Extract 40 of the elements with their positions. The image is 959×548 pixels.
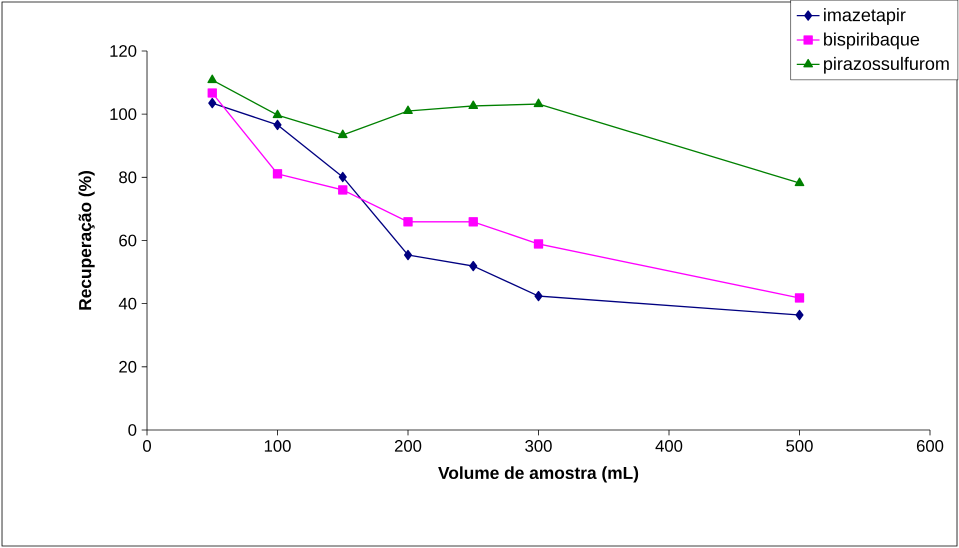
y-tick-label: 100: [110, 108, 136, 120]
point: [468, 217, 478, 227]
x-tick-label: 200: [394, 440, 422, 452]
point: [794, 293, 804, 303]
y-tick-label: 80: [119, 171, 136, 184]
point: [207, 74, 218, 84]
x-tick-label: 300: [525, 440, 552, 452]
x-tick-label: 0: [143, 440, 151, 452]
point: [404, 250, 412, 260]
point: [468, 100, 478, 110]
point: [795, 310, 804, 320]
x-tick-label: 100: [264, 440, 291, 452]
y-tick-label: 0: [128, 424, 136, 436]
y-tick-label: 40: [118, 298, 136, 310]
point: [338, 130, 348, 138]
x-axis-title: Volume de amostra (mL): [438, 466, 638, 482]
legend-label: bispiribaque: [824, 32, 920, 50]
point: [534, 98, 544, 108]
point: [273, 120, 282, 130]
point: [469, 260, 478, 272]
x-tick-label: 500: [786, 440, 813, 452]
point: [403, 217, 413, 227]
x-tick-label: 400: [655, 440, 682, 452]
point: [338, 185, 348, 195]
y-tick-label: 20: [119, 360, 136, 373]
x-tick-label: 600: [916, 440, 944, 452]
point: [534, 239, 544, 249]
point: [272, 169, 282, 179]
point: [208, 88, 217, 98]
y-tick-label: 60: [119, 234, 136, 246]
point: [534, 290, 543, 302]
y-axis-title: Recuperação (%): [78, 171, 95, 310]
legend-label: imazetapir: [824, 8, 906, 25]
point: [338, 172, 347, 182]
y-tick-label: 120: [110, 45, 136, 57]
point: [794, 178, 804, 186]
legend-label: pirazossulfurom: [824, 56, 949, 74]
point: [403, 106, 413, 114]
point: [272, 110, 282, 118]
point: [208, 98, 216, 108]
